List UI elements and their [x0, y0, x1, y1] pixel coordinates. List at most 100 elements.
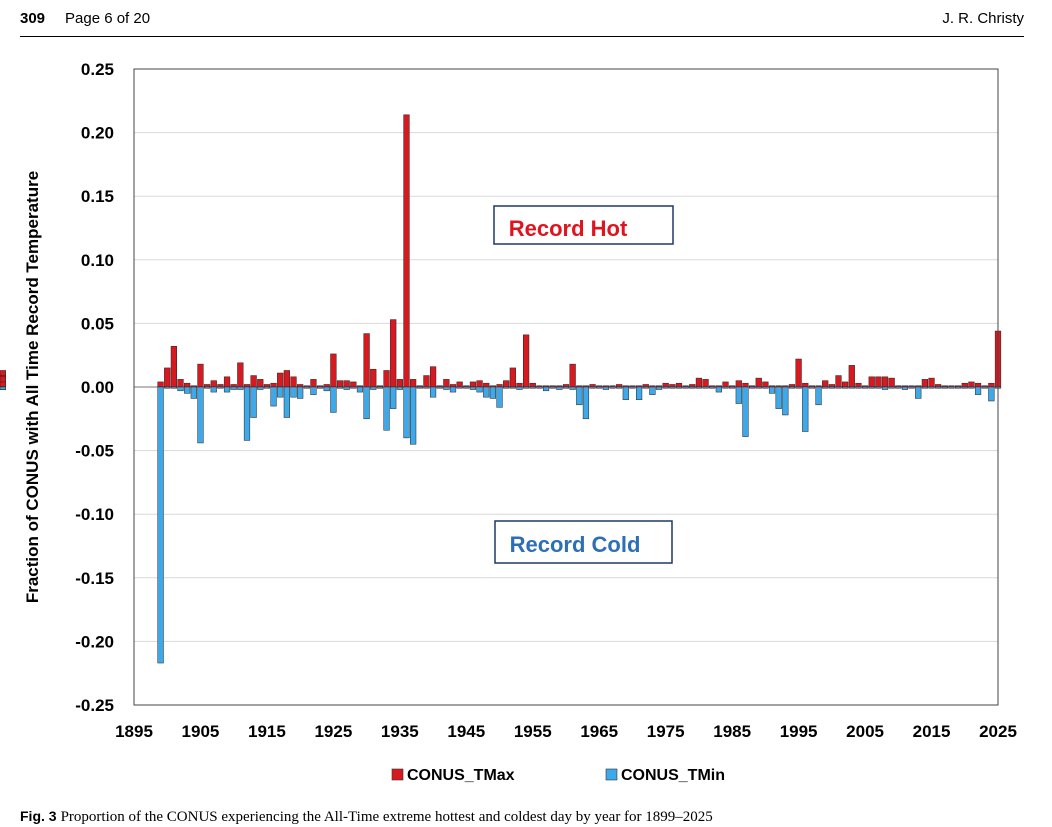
figure-label: Fig. 3 [20, 808, 57, 824]
tmax-bar [330, 353, 337, 388]
x-tick-label: 1995 [780, 722, 818, 741]
record-hot-label: Record Hot [509, 216, 628, 241]
tmin-bar [895, 386, 902, 389]
tmin-bar [230, 386, 237, 390]
tmax-bar [762, 381, 769, 388]
tmin-bar [164, 386, 171, 389]
tmax-bar [742, 382, 749, 388]
tmax-bar [184, 382, 191, 388]
y-tick-label: 0.10 [81, 251, 114, 270]
tmin-bar [257, 386, 264, 390]
record-temperature-chart: 0.25 0.20 0.15 0.10 0.05 0.00 -0.05 -0.10 -0.15 -… [0, 40, 1028, 790]
author: J. R. Christy [942, 10, 1024, 27]
tmax-bar [157, 381, 164, 388]
tmin-bar [901, 386, 909, 390]
tmin-bar [682, 386, 689, 389]
x-tick-label: 1905 [182, 722, 220, 741]
tmax-bar [722, 381, 729, 388]
tmin-bar [616, 386, 623, 389]
tmin-bar [436, 386, 443, 389]
tmin-bar [529, 386, 536, 389]
tmin-bar [629, 386, 636, 389]
tmin-bar [562, 386, 570, 389]
tmin-bar [396, 386, 403, 390]
tmin-bar [177, 386, 184, 392]
tmax-bar [310, 379, 317, 388]
tmin-bar [622, 386, 629, 400]
x-tick-labels: 1895 1905 1915 1925 1935 1945 1955 1965 1975 1985… [115, 722, 1017, 741]
tmin-bar [370, 386, 377, 390]
tmax-bar [197, 363, 204, 388]
tmin-bar [516, 386, 523, 390]
record-hot-box [493, 205, 674, 245]
tmin-bar [881, 386, 889, 390]
tmin-bar [569, 386, 576, 390]
tmin-bar [842, 386, 849, 389]
tmax-bar [423, 375, 430, 388]
y-tick-label: 0.20 [81, 124, 114, 143]
y-tick-label: -0.05 [75, 442, 114, 461]
tmax-bar [350, 381, 357, 388]
tmin-bar [536, 386, 543, 389]
tmin-bar [795, 386, 802, 389]
tmax-bar [343, 380, 350, 388]
tmax-bar [509, 367, 516, 388]
tmax-bar [483, 382, 490, 388]
tmin-bar [582, 386, 590, 420]
tmax-bar [788, 384, 796, 388]
tmin-bar [649, 386, 656, 395]
tmin-bar [655, 386, 663, 390]
tmin-bar [775, 386, 782, 409]
tmin-bar [961, 386, 968, 389]
tmin-bar [270, 386, 277, 407]
tmin-bar [695, 386, 703, 389]
tmin-bar [768, 386, 776, 394]
tmax-bar [503, 380, 510, 388]
tmin-bar [662, 386, 669, 389]
tmax-bar [755, 377, 762, 388]
y-tick-label: 0.00 [81, 378, 114, 397]
tmin-bar [263, 386, 271, 389]
tmax-bar [616, 384, 623, 388]
tmin-bar [802, 386, 809, 432]
legend-tmin-label: CONUS_TMin [621, 767, 725, 784]
tmax-bar [429, 366, 437, 388]
tmin-bar [955, 386, 962, 389]
plot-frame [133, 68, 999, 706]
tmin-bar [350, 386, 357, 389]
tmin-bar [197, 386, 204, 444]
tmin-bar [742, 386, 749, 437]
tmin-bar [609, 386, 616, 389]
tmax-bar [336, 380, 344, 388]
tmax-bar [230, 384, 237, 388]
tmax-bar [323, 384, 330, 388]
x-tick-label: 1925 [314, 722, 352, 741]
tmin-bar [642, 386, 649, 389]
x-tick-label: 1955 [514, 722, 552, 741]
tmax-bar [363, 333, 370, 388]
tmax-bar [516, 382, 523, 388]
x-tick-label: 2005 [846, 722, 884, 741]
tmax-bar [675, 382, 683, 388]
figure-caption: Fig. 3 Proportion of the CONUS experienci… [20, 808, 713, 826]
tmin-bar [596, 386, 603, 389]
tmin-bar [988, 386, 995, 402]
tmax-bar [589, 384, 596, 388]
y-tick-label: -0.15 [75, 569, 114, 588]
tmax-bar [988, 382, 995, 388]
tmin-bar [483, 386, 490, 398]
tmin-bar [310, 386, 317, 395]
tmin-bar [822, 386, 829, 389]
tmin-bar [250, 386, 257, 418]
tmax-bar [403, 114, 410, 388]
tmin-bar [509, 386, 516, 389]
tmin-bar [941, 386, 948, 389]
tmin-bar [855, 386, 862, 389]
tmin-bar [828, 386, 835, 389]
tmin-bar [343, 386, 350, 390]
x-tick-label: 1945 [447, 722, 485, 741]
tmin-bar [888, 386, 895, 389]
tmax-bar [237, 362, 244, 388]
tmax-bar [875, 376, 882, 388]
tmin-bar [203, 386, 211, 389]
